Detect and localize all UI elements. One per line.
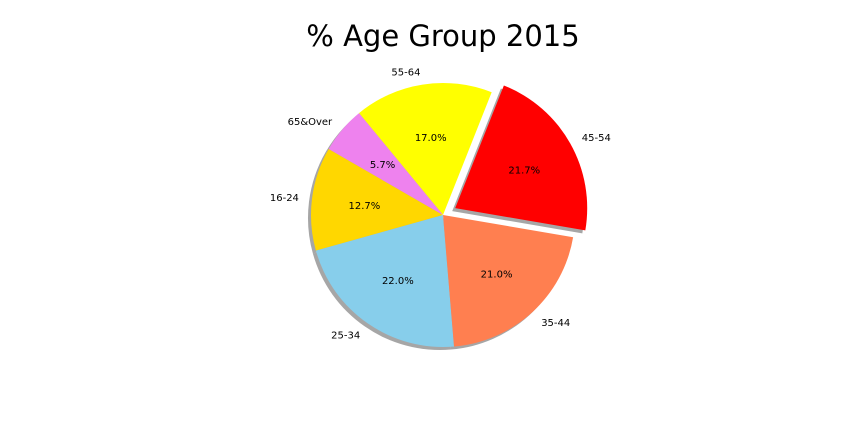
slice-pct-45-54: 21.7% [508, 165, 540, 176]
slice-pct-25-34: 22.0% [382, 276, 414, 287]
slice-label-25-34: 25-34 [331, 330, 360, 341]
slice-25-34 [315, 215, 455, 347]
slice-pct-55-64: 17.0% [415, 133, 447, 144]
slice-label-65-and-over: 65&Over [288, 117, 333, 128]
slice-label-35-44: 35-44 [541, 318, 570, 329]
slice-45-54 [455, 85, 588, 231]
slice-35-44 [443, 215, 574, 347]
slice-65-and-over [328, 113, 443, 215]
slice-55-64 [359, 83, 492, 215]
slice-pct-16-24: 12.7% [349, 201, 381, 212]
slice-labels: 16-24 12.7% 25-34 22.0% 35-44 21.0% 45-54 21.7%… [270, 68, 611, 342]
chart-title: % Age Group 2015 [306, 19, 579, 53]
slice-label-55-64: 55-64 [391, 68, 420, 79]
slice-pct-35-44: 21.0% [481, 269, 513, 280]
slices [311, 83, 588, 347]
slice-label-16-24: 16-24 [270, 193, 299, 204]
slice-label-45-54: 45-54 [582, 133, 611, 144]
slice-pct-65-and-over: 5.7% [370, 160, 395, 171]
slice-16-24 [311, 149, 443, 251]
